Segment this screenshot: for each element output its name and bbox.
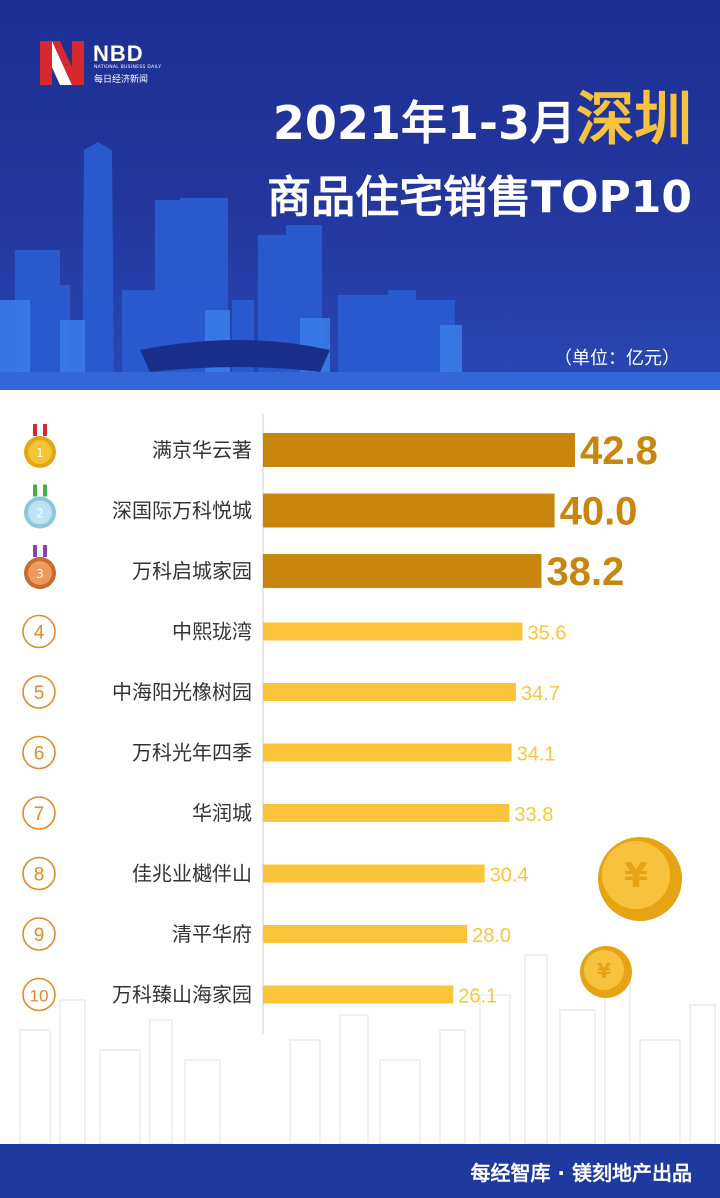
- bar: [263, 743, 512, 762]
- value-label: 38.2: [546, 550, 624, 594]
- medal-ribbon-right: [43, 484, 47, 497]
- bar: [263, 925, 468, 943]
- category-label: 万科光年四季: [132, 741, 252, 765]
- medal-ribbon-left: [33, 545, 37, 557]
- medal-ribbon-left: [33, 424, 37, 436]
- category-label: 万科启城家园: [132, 559, 252, 583]
- bar-chart: ¥ ¥ 1 满京华云著 42.8 2 深国际万科悦城 40.0 3 万科启城家园 38.2 4 中熙…: [19, 414, 716, 1144]
- coin-decoration: ¥ ¥: [580, 837, 682, 998]
- value-label: 42.8: [580, 429, 658, 473]
- rank-circle: [22, 675, 56, 709]
- medal-3-icon: 3: [24, 545, 56, 589]
- rank-circle-9-icon: 9: [22, 917, 56, 951]
- nbd-logo: NBD NATIONAL BUSINESS DAILY 每日经济新闻: [40, 41, 190, 85]
- chart-row-5: 5 中海阳光橡树园 34.7: [22, 675, 560, 709]
- title-prefix: 2021年1-3月: [272, 96, 576, 150]
- page-title-line1: 2021年1-3月深圳: [273, 88, 692, 154]
- rank-number: 4: [34, 623, 45, 644]
- chart-row-2: 2 深国际万科悦城 40.0: [24, 484, 638, 534]
- chart-row-6: 6 万科光年四季 34.1: [22, 735, 556, 770]
- logo-text: NBD: [93, 41, 144, 66]
- chart-row-3: 3 万科启城家园 38.2: [24, 545, 624, 594]
- medal-ribbon-right: [43, 545, 47, 557]
- medal-face: [28, 440, 52, 464]
- rank-number: 5: [34, 683, 45, 704]
- footer-bar: 每经智库 · 镁刻地产出品: [0, 1144, 720, 1198]
- bar: [263, 622, 523, 641]
- rank-number: 6: [34, 744, 45, 765]
- category-label: 佳兆业樾伴山: [132, 862, 252, 886]
- medal-ribbon-right: [43, 424, 47, 436]
- rank-circle: [22, 856, 56, 891]
- skyline-illustration: [0, 142, 720, 390]
- value-label: 34.1: [517, 744, 556, 766]
- title-city: 深圳: [575, 85, 692, 153]
- rank-circle-6-icon: 6: [22, 735, 56, 770]
- bar: [263, 493, 555, 528]
- rank-number: 3: [36, 567, 44, 581]
- chart-row-8: 8 佳兆业樾伴山 30.4: [22, 856, 529, 891]
- bar: [263, 554, 542, 588]
- medal-1-icon: 1: [24, 424, 56, 468]
- rank-circle-8-icon: 8: [22, 856, 56, 891]
- rank-circle-4-icon: 4: [22, 614, 56, 649]
- medal-face: [28, 561, 52, 585]
- category-label: 万科臻山海家园: [112, 983, 252, 1007]
- rank-circle-7-icon: 7: [22, 796, 56, 830]
- chart-row-4: 4 中熙珑湾 35.6: [22, 614, 567, 649]
- rank-circle: [22, 977, 56, 1012]
- rank-number: 1: [36, 446, 44, 460]
- rank-circle: [22, 917, 56, 951]
- bar: [263, 864, 485, 883]
- bar: [263, 804, 510, 822]
- rank-circle: [22, 614, 56, 649]
- rank-number: 7: [34, 804, 45, 825]
- rank-circle-10-icon: 10: [22, 977, 56, 1012]
- svg-text:¥: ¥: [624, 856, 648, 896]
- value-label: 34.7: [521, 683, 560, 705]
- category-label: 中熙珑湾: [172, 620, 252, 644]
- value-label: 35.6: [528, 623, 567, 645]
- category-label: 清平华府: [172, 922, 252, 946]
- logo-subtitle-cn: 每日经济新闻: [94, 75, 149, 85]
- page-title-line2: 商品住宅销售TOP10: [267, 172, 692, 223]
- value-label: 40.0: [560, 490, 638, 534]
- chart-row-10: 10 万科臻山海家园 26.1: [22, 977, 497, 1012]
- bar: [263, 433, 575, 467]
- medal-face: [28, 500, 52, 525]
- rank-number: 8: [34, 865, 45, 886]
- chart-row-9: 9 清平华府 28.0: [22, 917, 511, 951]
- rank-circle: [22, 735, 56, 770]
- logo-subtitle-en: NATIONAL BUSINESS DAILY: [94, 65, 162, 70]
- header-banner: NBD NATIONAL BUSINESS DAILY 每日经济新闻 2021年…: [0, 0, 720, 390]
- bar: [263, 683, 516, 701]
- chart-row-1: 1 满京华云著 42.8: [24, 424, 658, 473]
- value-label: 33.8: [514, 804, 553, 826]
- chart-row-7: 7 华润城 33.8: [22, 796, 553, 830]
- value-label: 26.1: [458, 986, 497, 1008]
- rank-circle-5-icon: 5: [22, 675, 56, 709]
- category-label: 华润城: [192, 801, 252, 825]
- value-label: 30.4: [490, 865, 529, 887]
- category-label: 满京华云著: [152, 438, 252, 462]
- bar: [263, 985, 454, 1004]
- rank-number: 9: [34, 925, 45, 946]
- category-label: 中海阳光橡树园: [112, 680, 252, 704]
- unit-label: （单位：亿元）: [554, 348, 680, 369]
- svg-text:¥: ¥: [597, 959, 611, 983]
- medal-2-icon: 2: [24, 484, 56, 529]
- rank-number: 2: [36, 507, 44, 521]
- rank-number: 10: [30, 987, 49, 1006]
- nbd-logo-mark-icon: [40, 41, 84, 85]
- chart-background-skyline: [19, 954, 716, 1144]
- footer-credit: 每经智库 · 镁刻地产出品: [470, 1161, 692, 1185]
- medal-ribbon-left: [33, 484, 37, 497]
- value-label: 28.0: [472, 925, 511, 947]
- rank-circle: [22, 796, 56, 830]
- category-label: 深国际万科悦城: [112, 499, 252, 523]
